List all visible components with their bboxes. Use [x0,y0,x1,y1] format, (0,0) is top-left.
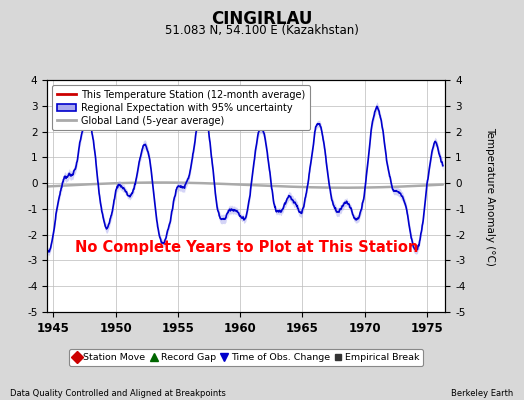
Text: CINGIRLAU: CINGIRLAU [211,10,313,28]
Text: No Complete Years to Plot at This Station: No Complete Years to Plot at This Statio… [74,240,418,254]
Text: 51.083 N, 54.100 E (Kazakhstan): 51.083 N, 54.100 E (Kazakhstan) [165,24,359,37]
Text: Data Quality Controlled and Aligned at Breakpoints: Data Quality Controlled and Aligned at B… [10,389,226,398]
Text: Berkeley Earth: Berkeley Earth [451,389,514,398]
Y-axis label: Temperature Anomaly (°C): Temperature Anomaly (°C) [485,126,495,266]
Legend: Station Move, Record Gap, Time of Obs. Change, Empirical Break: Station Move, Record Gap, Time of Obs. C… [69,349,423,366]
